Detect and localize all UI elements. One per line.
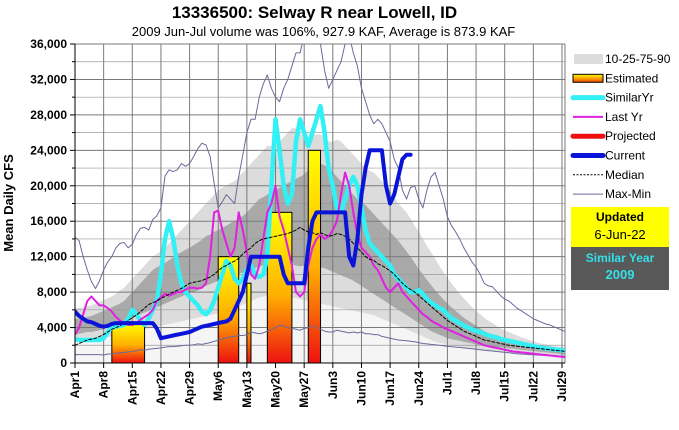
max-line	[75, 44, 565, 333]
updated-box: Updated 6-Jun-22	[571, 207, 669, 247]
legend-item-current: Current	[570, 149, 646, 163]
legend-item-estimated: Estimated	[572, 71, 658, 85]
x-tick-label: Jul15	[498, 371, 512, 402]
x-tick-label: Jul29	[555, 371, 569, 402]
y-tick-label: 36,000	[30, 37, 67, 51]
y-tick-label: 4,000	[37, 321, 67, 335]
y-tick-label: 24,000	[30, 143, 67, 157]
x-tick-label: May20	[269, 371, 283, 408]
y-tick-label: 12,000	[30, 250, 67, 264]
similar-year-label: Similar Year	[585, 251, 655, 265]
similar-year-value: 2009	[605, 267, 635, 282]
legend-item-median: Median	[573, 168, 644, 182]
legend-label: Median	[605, 168, 644, 182]
x-tick-label: Jun10	[355, 371, 369, 406]
similar-year-box: Similar Year 2009	[571, 247, 669, 290]
x-tick-label: Apr1	[68, 371, 82, 399]
legend-label: Max-Min	[605, 187, 651, 201]
x-tick-label: Apr22	[154, 371, 168, 405]
legend-item-maxmin: Max-Min	[573, 187, 651, 201]
chart-subtitle: 2009 Jun-Jul volume was 106%, 927.9 KAF,…	[131, 24, 516, 39]
x-tick-label: Apr15	[125, 371, 139, 405]
min-line	[75, 325, 565, 357]
x-tick-label: Jul22	[526, 371, 540, 402]
median-line	[75, 226, 565, 352]
estimated-bar	[246, 282, 252, 363]
chart-title: 13336500: Selway R near Lowell, ID	[171, 3, 458, 22]
legend-item-band: 10-25-75-90	[574, 52, 671, 66]
x-tick-label: Jun3	[326, 371, 340, 399]
legend-swatch-band	[574, 54, 603, 64]
legend-label: SimilarYr	[605, 91, 654, 105]
x-tick-label: Jul1	[440, 371, 454, 395]
x-tick-label: Apr8	[97, 371, 111, 399]
x-tick-label: May13	[240, 371, 254, 408]
legend-label: Projected	[605, 129, 656, 143]
x-tick-label: Jun24	[412, 371, 426, 406]
legend-item-similar: SimilarYr	[570, 91, 654, 105]
y-tick-label: 28,000	[30, 108, 67, 122]
updated-date: 6-Jun-22	[594, 227, 646, 242]
x-tick-label: May6	[211, 371, 225, 401]
legend-item-projected: Projected	[570, 129, 656, 143]
y-tick-label: 16,000	[30, 214, 67, 228]
y-tick-label: 20,000	[30, 179, 67, 193]
similar-year-line	[75, 103, 565, 353]
legend-label: Estimated	[605, 71, 658, 85]
legend-item-lastyr: Last Yr	[573, 110, 643, 124]
legend-label: Last Yr	[605, 110, 643, 124]
legend-label: Current	[605, 149, 646, 163]
x-tick-label: Jun17	[383, 371, 397, 406]
updated-label: Updated	[596, 210, 644, 224]
legend-label: 10-25-75-90	[605, 52, 671, 66]
current-line	[75, 148, 413, 341]
x-tick-label: May27	[297, 371, 311, 408]
x-tick-label: Apr29	[183, 371, 197, 405]
estimated-bar	[111, 322, 146, 363]
y-tick-label: 8,000	[37, 285, 67, 299]
x-tick-label: Jul8	[469, 371, 483, 395]
y-axis-label: Mean Daily CFS	[1, 154, 16, 252]
y-tick-label: 32,000	[30, 72, 67, 86]
y-tick-label: 0	[60, 356, 67, 370]
legend-swatch-estimated	[572, 73, 604, 83]
